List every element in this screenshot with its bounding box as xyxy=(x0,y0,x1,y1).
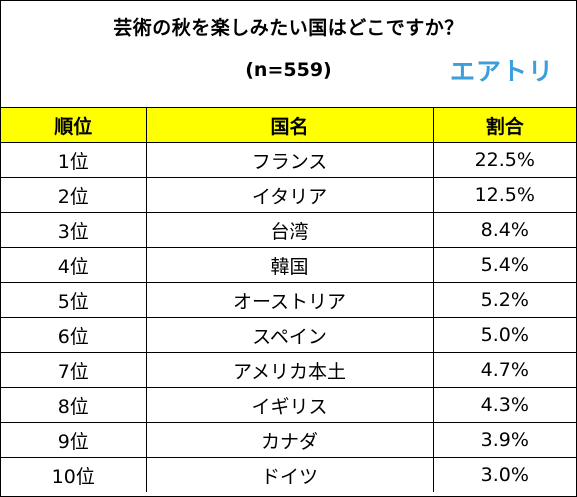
table-header-row: 順位 国名 割合 xyxy=(1,108,576,143)
cell-rank: 1位 xyxy=(1,142,147,178)
cell-country: アメリカ本土 xyxy=(145,352,434,388)
cell-ratio: 3.0% xyxy=(432,457,576,492)
header-country: 国名 xyxy=(145,108,434,143)
cell-ratio: 12.5% xyxy=(432,177,576,213)
cell-rank: 5位 xyxy=(1,282,147,318)
cell-country: オーストリア xyxy=(145,282,434,318)
cell-rank: 4位 xyxy=(1,247,147,283)
cell-ratio: 5.0% xyxy=(432,317,576,353)
survey-title: 芸術の秋を楽しみたい国はどこですか？ xyxy=(113,17,464,39)
table-row: 2位 イタリア 12.5% xyxy=(1,177,576,213)
cell-rank: 3位 xyxy=(1,212,147,248)
cell-country: イギリス xyxy=(145,387,434,423)
cell-ratio: 4.3% xyxy=(432,387,576,423)
cell-rank: 9位 xyxy=(1,422,147,458)
cell-rank: 8位 xyxy=(1,387,147,423)
table-row: 3位 台湾 8.4% xyxy=(1,212,576,248)
table-row: 6位 スペイン 5.0% xyxy=(1,317,576,353)
cell-country: イタリア xyxy=(145,177,434,213)
cell-country: ドイツ xyxy=(145,457,434,492)
sample-size: (n=559) xyxy=(245,59,332,81)
table-row: 8位 イギリス 4.3% xyxy=(1,387,576,423)
cell-rank: 10位 xyxy=(1,457,147,492)
cell-ratio: 5.2% xyxy=(432,282,576,318)
table-row: 7位 アメリカ本土 4.7% xyxy=(1,352,576,388)
figure-header: 芸術の秋を楽しみたい国はどこですか？ (n=559) エアトリ xyxy=(1,1,576,108)
cell-ratio: 22.5% xyxy=(432,142,576,178)
header-rank: 順位 xyxy=(1,108,147,143)
cell-rank: 7位 xyxy=(1,352,147,388)
header-ratio: 割合 xyxy=(432,108,576,143)
cell-ratio: 5.4% xyxy=(432,247,576,283)
cell-country: カナダ xyxy=(145,422,434,458)
table-row: 10位 ドイツ 3.0% xyxy=(1,457,576,492)
cell-country: スペイン xyxy=(145,317,434,353)
cell-rank: 6位 xyxy=(1,317,147,353)
cell-ratio: 8.4% xyxy=(432,212,576,248)
table-row: 5位 オーストリア 5.2% xyxy=(1,282,576,318)
cell-ratio: 3.9% xyxy=(432,422,576,458)
cell-country: 台湾 xyxy=(145,212,434,248)
cell-rank: 2位 xyxy=(1,177,147,213)
ranking-table: 順位 国名 割合 1位 フランス 22.5% 2位 イタリア 12.5% 3位 … xyxy=(1,108,576,492)
cell-country: 韓国 xyxy=(145,247,434,283)
table-row: 4位 韓国 5.4% xyxy=(1,247,576,283)
table-row: 1位 フランス 22.5% xyxy=(1,142,576,178)
table-row: 9位 カナダ 3.9% xyxy=(1,422,576,458)
cell-country: フランス xyxy=(145,142,434,178)
cell-ratio: 4.7% xyxy=(432,352,576,388)
brand-logo: エアトリ xyxy=(450,57,555,86)
